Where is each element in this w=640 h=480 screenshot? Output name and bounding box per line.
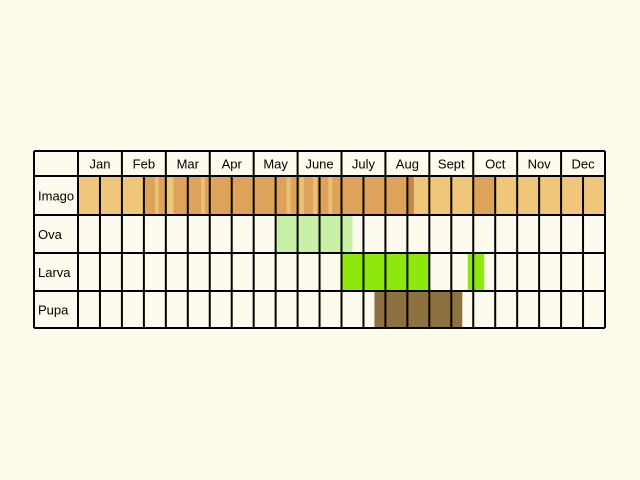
imago-band-7 [407,176,414,215]
imago-band-4 [173,176,212,215]
stage-label-pupa: Pupa [38,303,69,318]
stage-label-ova: Ova [38,227,63,242]
imago-stripe-1 [108,176,113,215]
month-label-9: Sept [438,157,465,172]
month-label-4: Apr [222,157,243,172]
month-label-2: Feb [133,157,155,172]
imago-stripe-4 [200,176,205,215]
imago-band-3 [165,176,174,215]
month-label-11: Nov [528,157,552,172]
imago-band-9 [473,176,496,215]
imago-band-2 [143,176,166,215]
imago-stripe-7 [312,176,317,215]
imago-stripe-5 [286,176,291,215]
month-label-10: Oct [485,157,506,172]
imago-band-8 [413,176,474,215]
imago-stripe-10 [510,176,515,215]
larva-band-1 [467,253,485,291]
month-label-6: June [305,157,333,172]
stage-label-imago: Imago [38,189,74,204]
imago-stripe-8 [328,176,333,215]
imago-stripe-6 [299,176,304,215]
month-label-5: May [263,157,288,172]
imago-stripe-3 [154,176,159,215]
imago-band-0 [78,176,100,215]
month-label-3: Mar [177,157,200,172]
ova-band-0 [275,215,353,253]
table-grid [33,150,606,329]
imago-stripe-9 [460,176,465,215]
month-label-12: Dec [571,157,595,172]
month-label-7: July [352,157,376,172]
month-label-1: Jan [89,157,110,172]
table-labels: Jan Feb Mar Apr May June July Aug Sept Oct Nov Dec I… [38,157,595,318]
imago-band-6 [385,176,408,215]
imago-stripe-11 [525,176,530,215]
imago-stripe-12 [547,176,552,215]
imago-band-5 [211,176,386,215]
imago-stripe-13 [569,176,574,215]
imago-stripe-0 [91,176,96,215]
month-label-8: Aug [396,157,419,172]
stage-label-larva: Larva [38,265,71,280]
pupa-band-0 [374,291,463,328]
imago-stripe-2 [130,176,135,215]
